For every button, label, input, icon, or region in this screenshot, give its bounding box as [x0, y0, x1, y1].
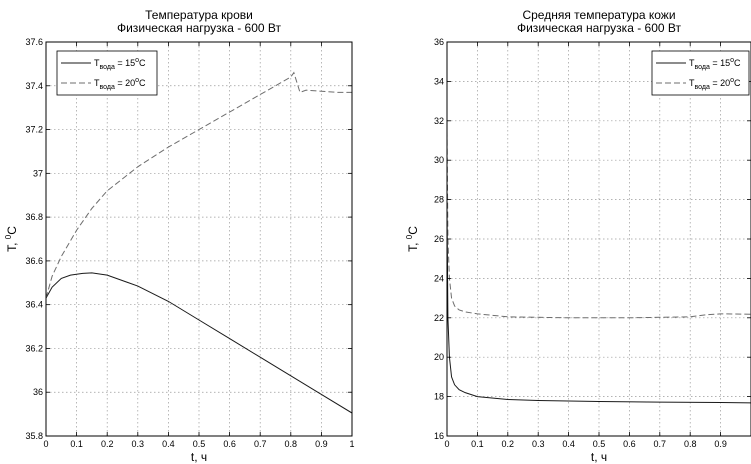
series-line-2 — [447, 130, 751, 319]
x-tick-label: 0.8 — [285, 439, 298, 449]
y-tick-label: 16 — [434, 431, 444, 441]
blood-temperature-chart: 0 0.1 0.2 0.3 0.4 0.5 0.6 0.7 0.8 0.9 1 35.8 36 36.2 3… — [4, 8, 355, 464]
legend-label-main: T — [94, 78, 100, 88]
x-tick-label: 0.6 — [223, 439, 236, 449]
x-tick-label: 0.6 — [623, 439, 636, 449]
y-tick-label: 37 — [33, 168, 43, 178]
x-tick-label: 0.2 — [101, 439, 114, 449]
y-tick-label: 22 — [434, 313, 444, 323]
legend-box — [56, 50, 158, 96]
y-tick-label: 28 — [434, 195, 444, 205]
legend-label-sub: вода — [100, 64, 115, 71]
legend-label-sub: вода — [695, 64, 710, 71]
legend-label-sub: вода — [695, 84, 710, 91]
y-tick-label: 32 — [434, 116, 444, 126]
legend-label-2: Tвода = 20oC — [94, 77, 146, 91]
y-tick-label: 26 — [434, 234, 444, 244]
legend-label-value: = 20 — [710, 78, 730, 88]
legend-label-sup: o — [135, 57, 139, 64]
y-axis-label-main: T, — [5, 239, 19, 252]
legend-label-sup: o — [135, 77, 139, 84]
y-tick-label: 36 — [33, 387, 43, 397]
x-tick-label: 0.9 — [315, 439, 328, 449]
y-axis-label-main: T, — [406, 239, 420, 252]
legend-label-1: Tвода = 15oC — [689, 57, 741, 71]
y-tick-label: 37.6 — [25, 37, 43, 47]
x-tick-label: 0.1 — [471, 439, 484, 449]
y-tick-label: 36.4 — [25, 300, 43, 310]
legend-label-2: Tвода = 20oC — [689, 77, 741, 91]
y-tick-label: 30 — [434, 155, 444, 165]
x-tick-label: 0.7 — [254, 439, 267, 449]
chart-subtitle: Физическая нагрузка - 600 Вт — [117, 21, 282, 35]
legend-label-unit: C — [734, 58, 741, 68]
x-tick-label: 0.9 — [714, 439, 727, 449]
legend-label-unit: C — [139, 58, 146, 68]
x-tick-label: 0.3 — [132, 439, 145, 449]
legend-label-1: Tвода = 15oC — [94, 57, 146, 71]
x-tick-label: 0.8 — [684, 439, 697, 449]
legend-label-main: T — [689, 58, 695, 68]
y-tick-label: 36.8 — [25, 212, 43, 222]
legend-box — [651, 50, 750, 96]
y-tick-label: 36 — [434, 37, 444, 47]
y-tick-label: 36.2 — [25, 343, 43, 353]
x-tick-label: 0.2 — [502, 439, 515, 449]
legend-label-sup: o — [730, 77, 734, 84]
series-line-2 — [46, 71, 352, 299]
x-tick-label: 0.3 — [532, 439, 545, 449]
y-tick-label: 35.8 — [25, 431, 43, 441]
legend-label-value: = 15 — [115, 58, 135, 68]
legend-label-value: = 20 — [115, 78, 135, 88]
chart-subtitle: Физическая нагрузка - 600 Вт — [517, 21, 682, 35]
y-tick-label: 20 — [434, 352, 444, 362]
skin-temperature-chart: 0 0.1 0.2 0.3 0.4 0.5 0.6 0.7 0.8 0.9 16 18 20 22 24 26… — [405, 8, 751, 464]
x-tick-label: 0.5 — [193, 439, 206, 449]
x-tick-label: 0.5 — [593, 439, 606, 449]
x-axis-label: t, ч — [191, 450, 207, 464]
series-line-1 — [46, 272, 352, 414]
y-tick-label: 37.2 — [25, 125, 43, 135]
x-tick-label: 1 — [349, 439, 354, 449]
series-line-1 — [447, 209, 751, 404]
x-tick-label: 0.4 — [562, 439, 575, 449]
x-tick-label: 0.7 — [654, 439, 667, 449]
legend-label-main: T — [689, 78, 695, 88]
x-axis-label: t, ч — [591, 450, 607, 464]
y-axis-label-unit: C — [5, 226, 19, 235]
chart-title: Средняя температура кожи — [522, 8, 675, 22]
x-tick-label: 0 — [444, 439, 449, 449]
legend-label-main: T — [94, 58, 100, 68]
y-axis-label-sup: 0 — [4, 234, 13, 239]
y-tick-label: 24 — [434, 273, 444, 283]
legend-label-unit: C — [139, 78, 146, 88]
y-axis-label-sup: 0 — [405, 234, 414, 239]
legend-label-unit: C — [734, 78, 741, 88]
y-axis-label-unit: C — [406, 226, 420, 235]
legend-label-value: = 15 — [710, 58, 730, 68]
y-tick-label: 18 — [434, 392, 444, 402]
x-tick-label: 0 — [43, 439, 48, 449]
x-tick-label: 0.1 — [70, 439, 83, 449]
legend-label-sub: вода — [100, 84, 115, 91]
y-tick-label: 37.4 — [25, 81, 43, 91]
chart-title: Температура крови — [145, 8, 253, 22]
y-tick-label: 36.6 — [25, 256, 43, 266]
x-tick-label: 0.4 — [162, 439, 175, 449]
y-tick-label: 34 — [434, 76, 444, 86]
y-axis-label: T, 0C — [405, 226, 420, 252]
legend-label-sup: o — [730, 57, 734, 64]
y-axis-label: T, 0C — [4, 226, 19, 252]
